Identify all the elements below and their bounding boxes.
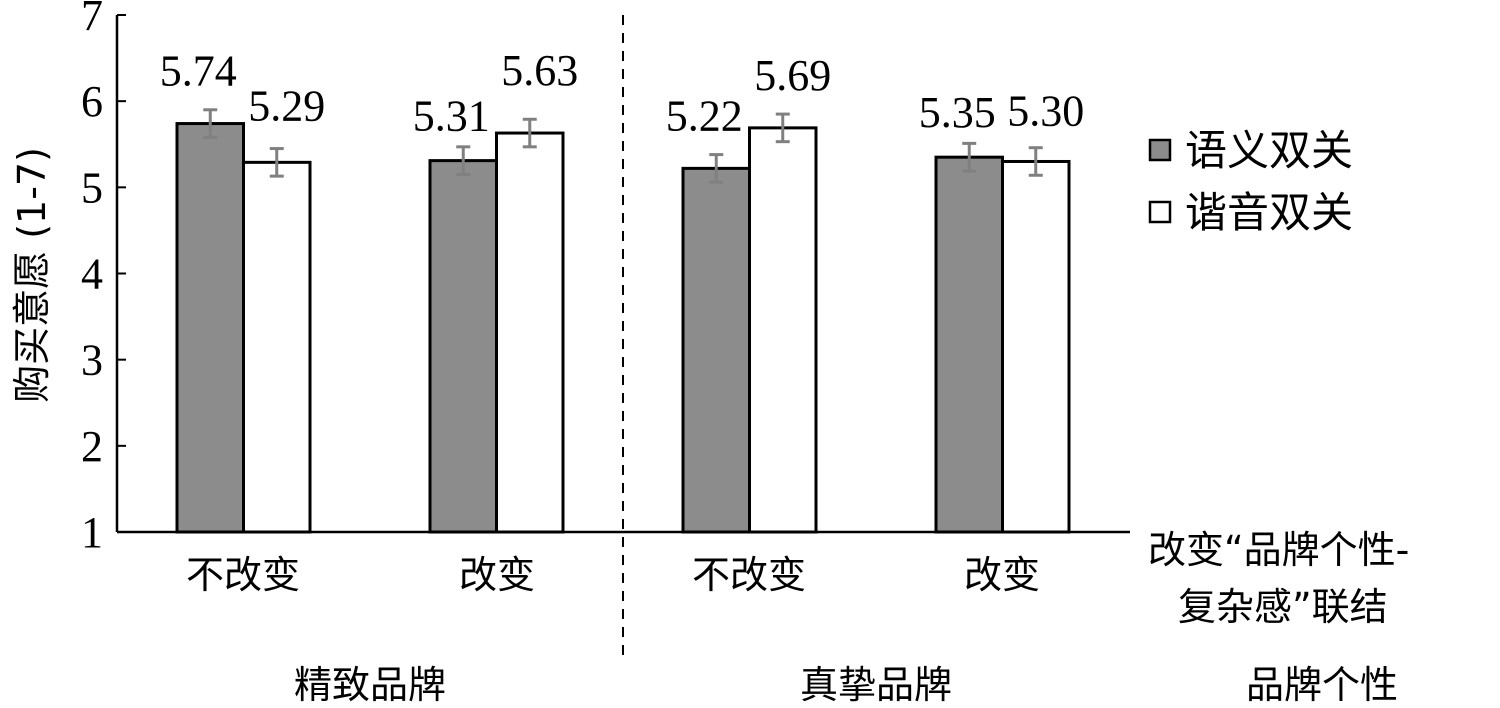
bar	[1001, 159, 1071, 534]
y-tick-label: 6	[81, 77, 103, 126]
data-label: 5.69	[754, 51, 831, 100]
y-tick-label: 2	[81, 422, 103, 471]
legend-swatch-homophonic	[1148, 200, 1172, 224]
data-label: 5.22	[666, 91, 743, 140]
y-axis-label: 购买意愿 (1-7)	[10, 147, 54, 403]
error-bar	[522, 117, 537, 149]
group-label: 真挚品牌	[800, 663, 952, 707]
y-tick-label: 7	[81, 0, 103, 40]
bar	[934, 155, 1004, 534]
y-tick-label: 3	[81, 336, 103, 385]
bar	[748, 126, 818, 534]
error-bar	[456, 145, 471, 176]
error-bar	[1028, 146, 1043, 177]
error-bar	[203, 108, 218, 139]
error-bar	[269, 147, 284, 178]
error-bar	[775, 112, 790, 144]
legend-swatch-semantic	[1148, 138, 1172, 162]
y-tick-label: 4	[81, 250, 103, 299]
bar	[175, 122, 245, 534]
bar	[242, 160, 312, 534]
x-factor-label: 复杂感”联结	[1178, 585, 1388, 629]
y-tick-label: 1	[81, 508, 103, 557]
category-label: 不改变	[692, 553, 806, 597]
data-label: 5.63	[501, 46, 578, 95]
bar	[495, 131, 565, 534]
error-bar	[709, 153, 724, 184]
data-label: 5.30	[1007, 86, 1084, 135]
data-label: 5.74	[160, 47, 237, 96]
legend-label: 语义双关	[1185, 126, 1353, 175]
data-label: 5.29	[248, 81, 325, 130]
category-label: 改变	[459, 553, 535, 597]
error-bar	[962, 141, 977, 173]
data-label: 5.35	[919, 88, 996, 137]
bar	[428, 159, 498, 534]
legend-label: 谐音双关	[1185, 188, 1353, 237]
x-factor-label: 改变“品牌个性-	[1148, 528, 1409, 572]
category-label: 不改变	[186, 553, 300, 597]
group-label: 精致品牌	[294, 663, 446, 707]
bar	[681, 166, 751, 534]
data-label: 5.31	[413, 92, 490, 141]
y-tick-label: 5	[81, 163, 103, 212]
group-factor-label: 品牌个性	[1246, 663, 1398, 707]
category-label: 改变	[964, 553, 1040, 597]
